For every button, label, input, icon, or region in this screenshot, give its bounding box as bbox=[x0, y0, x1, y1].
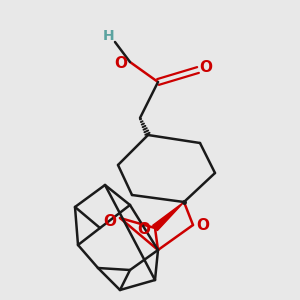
Text: H: H bbox=[103, 29, 115, 43]
Text: O: O bbox=[137, 221, 151, 236]
Text: O: O bbox=[200, 59, 212, 74]
Text: O: O bbox=[196, 218, 209, 233]
Text: O: O bbox=[115, 56, 128, 71]
Text: O: O bbox=[103, 214, 116, 230]
Polygon shape bbox=[153, 202, 184, 231]
